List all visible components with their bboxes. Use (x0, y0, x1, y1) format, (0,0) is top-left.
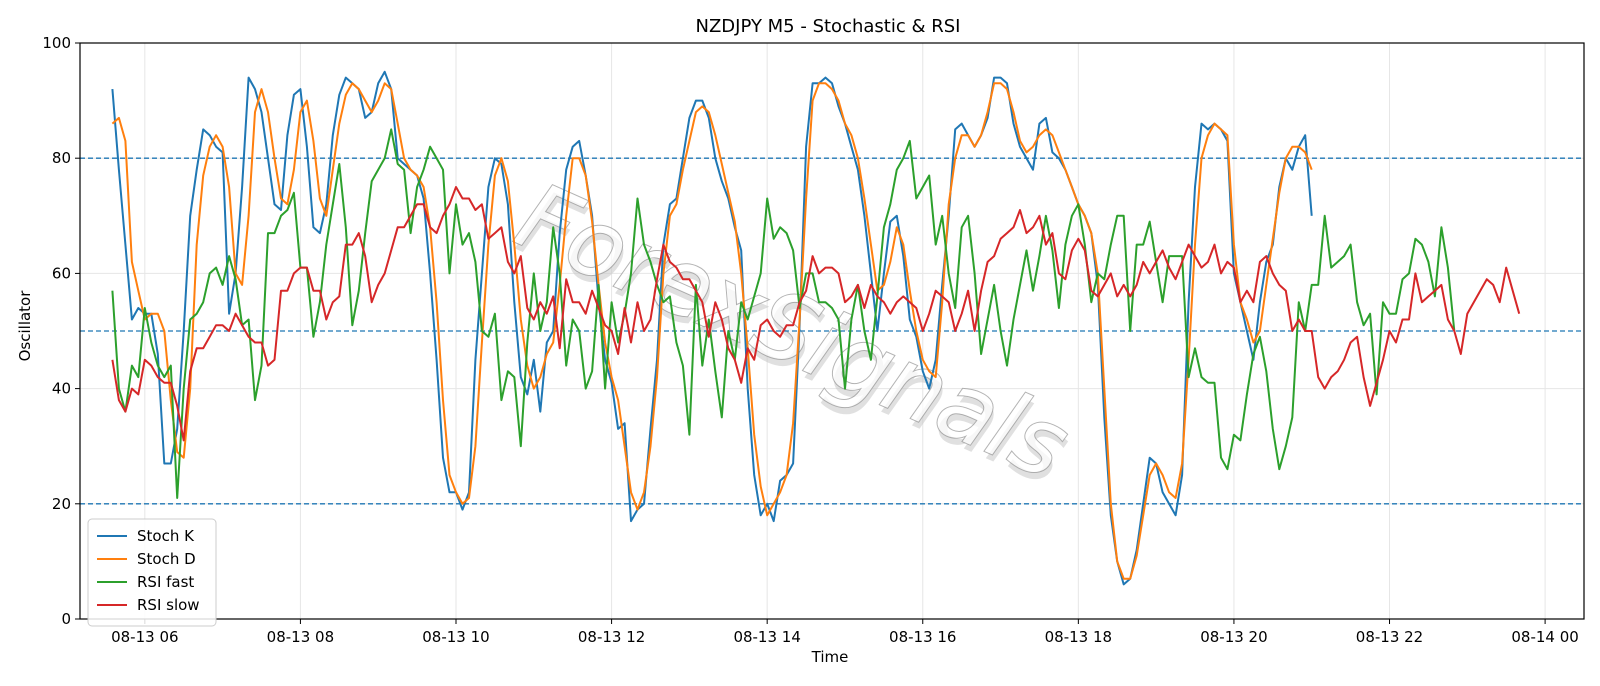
x-tick-label: 08-13 06 (111, 628, 178, 646)
series-line-stoch-k (111, 70, 1313, 586)
x-tick-label: 08-13 08 (267, 628, 334, 646)
x-tick-label: 08-13 12 (578, 628, 645, 646)
x-tick-label: 08-13 22 (1356, 628, 1423, 646)
y-tick-label: 40 (52, 380, 71, 398)
x-tick-label: 08-13 20 (1200, 628, 1267, 646)
x-tick-label: 08-13 16 (889, 628, 956, 646)
legend: Stoch K Stoch D RSI fast RSI slow (87, 518, 217, 627)
plot-frame (79, 42, 1585, 620)
legend-label-stoch-d: Stoch D (137, 550, 196, 568)
x-axis: 08-13 06 08-13 08 08-13 10 08-13 12 08-13 14… (111, 619, 1579, 646)
legend-label-rsi-slow: RSI slow (137, 596, 200, 614)
y-tick-label: 20 (52, 495, 71, 513)
x-tick-label: 08-14 00 (1511, 628, 1578, 646)
legend-box (87, 518, 217, 627)
x-tick-label: 08-13 10 (422, 628, 489, 646)
y-tick-label: 80 (52, 149, 71, 167)
y-tick-label: 100 (42, 34, 71, 52)
series-line-rsi-fast (111, 128, 1456, 499)
y-tick-label: 60 (52, 264, 71, 282)
legend-label-rsi-fast: RSI fast (137, 573, 194, 591)
series-line-stoch-d (111, 82, 1313, 580)
x-tick-label: 08-13 14 (733, 628, 800, 646)
legend-label-stoch-k: Stoch K (137, 527, 195, 545)
x-tick-label: 08-13 18 (1045, 628, 1112, 646)
y-axis: 0 20 40 60 80 100 (42, 34, 80, 628)
y-tick-label: 0 (61, 610, 71, 628)
y-axis-title: Oscillator (16, 290, 34, 362)
series-lines (111, 70, 1521, 586)
series-line-rsi-slow (111, 186, 1521, 442)
chart-title: NZDJPY M5 - Stochastic & RSI (696, 16, 961, 37)
x-axis-title: Time (811, 648, 849, 666)
